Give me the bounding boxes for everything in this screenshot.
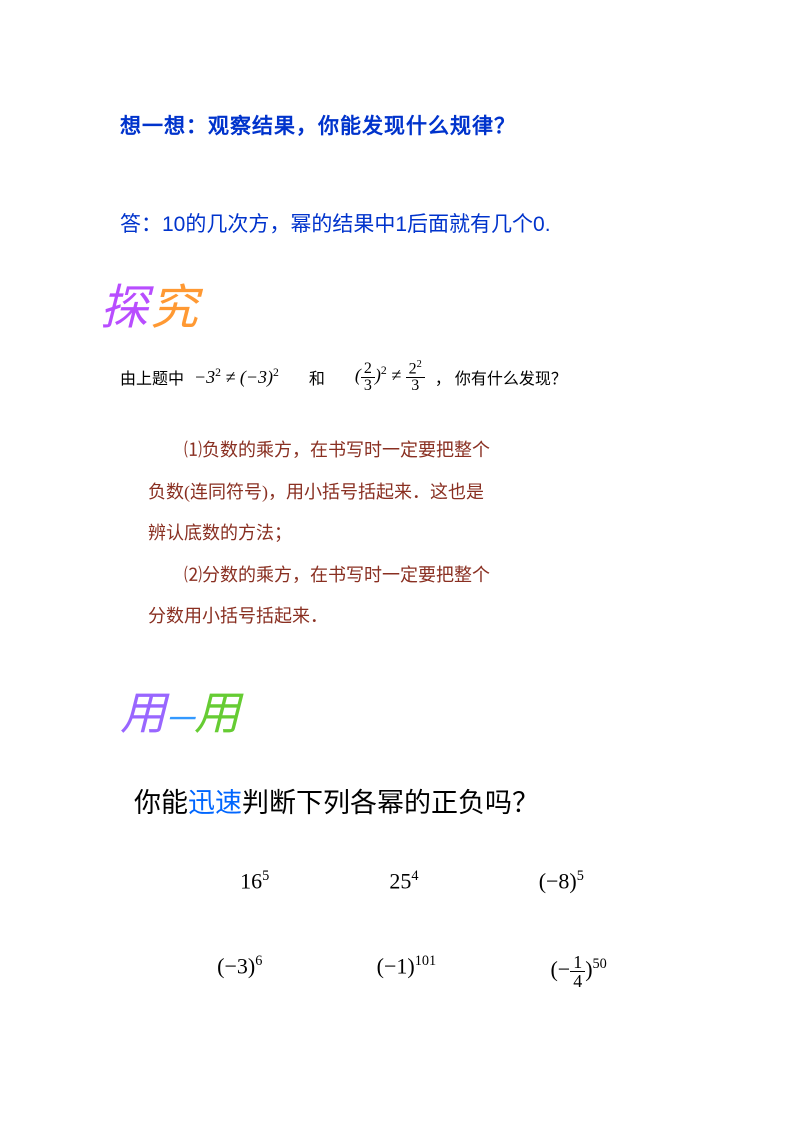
page-content: 想一想：观察结果，你能发现什么规律？ 答：10的几次方，幂的结果中1后面就有几个… bbox=[0, 0, 794, 1030]
explore-char2: 究 bbox=[150, 282, 200, 335]
think-line: 想一想：观察结果，你能发现什么规律？ bbox=[120, 110, 704, 140]
expr-25-4: 254 bbox=[389, 868, 418, 894]
use-mid: 一 bbox=[166, 705, 194, 736]
use-char2: 用 bbox=[194, 688, 240, 739]
expr-neg1-101: (−1)101 bbox=[377, 953, 437, 990]
use-char1: 用 bbox=[120, 688, 166, 739]
inquiry-expr2: (23)2 ≠ 223 bbox=[355, 360, 425, 394]
think-prefix: 想一想： bbox=[120, 115, 208, 138]
explore-heading: 探究 bbox=[100, 268, 704, 338]
inquiry-mid: 和 bbox=[309, 365, 325, 389]
expr-negfrac-50: (−14)50 bbox=[550, 953, 606, 990]
inquiry-prefix: 由上题中 bbox=[120, 365, 184, 389]
expression-row-1: 165 254 (−8)5 bbox=[120, 868, 704, 894]
rule-line1: ⑴负数的乘方，在书写时一定要把整个 bbox=[148, 430, 578, 471]
rule-line2: 负数(连同符号)，用小括号括起来．这也是 bbox=[148, 472, 578, 513]
expr-16-5: 165 bbox=[240, 868, 269, 894]
rule-line4: ⑵分数的乘方，在书写时一定要把整个 bbox=[148, 555, 578, 596]
think-text: 观察结果，你能发现什么规律？ bbox=[208, 115, 516, 138]
rule-line3: 辨认底数的方法； bbox=[148, 513, 578, 554]
judge-line: 你能迅速判断下列各幂的正负吗？ bbox=[134, 781, 704, 820]
judge-pre: 你能 bbox=[134, 788, 188, 818]
answer-prefix: 答： bbox=[120, 213, 162, 236]
judge-post: 判断下列各幂的正负吗？ bbox=[242, 788, 539, 818]
inquiry-suffix: ， 你有什么发现？ bbox=[435, 365, 567, 389]
judge-highlight: 迅速 bbox=[188, 788, 242, 818]
rules-block: ⑴负数的乘方，在书写时一定要把整个 负数(连同符号)，用小括号括起来．这也是 辨… bbox=[148, 430, 578, 637]
inquiry-expr1: −32 ≠ (−3)2 bbox=[194, 366, 279, 388]
explore-char1: 探 bbox=[100, 282, 150, 335]
expr-neg8-5: (−8)5 bbox=[539, 868, 584, 894]
expr-neg3-6: (−3)6 bbox=[217, 953, 262, 990]
inquiry-line: 由上题中 −32 ≠ (−3)2 和 (23)2 ≠ 223 ， 你有什么发现？ bbox=[120, 360, 704, 394]
rule-line5: 分数用小括号括起来． bbox=[148, 596, 578, 637]
expression-row-2: (−3)6 (−1)101 (−14)50 bbox=[120, 953, 704, 990]
answer-line: 答：10的几次方，幂的结果中1后面就有几个0. bbox=[120, 208, 704, 238]
answer-text: 10的几次方，幂的结果中1后面就有几个0. bbox=[162, 213, 551, 236]
use-heading: 用一用 bbox=[120, 677, 704, 743]
